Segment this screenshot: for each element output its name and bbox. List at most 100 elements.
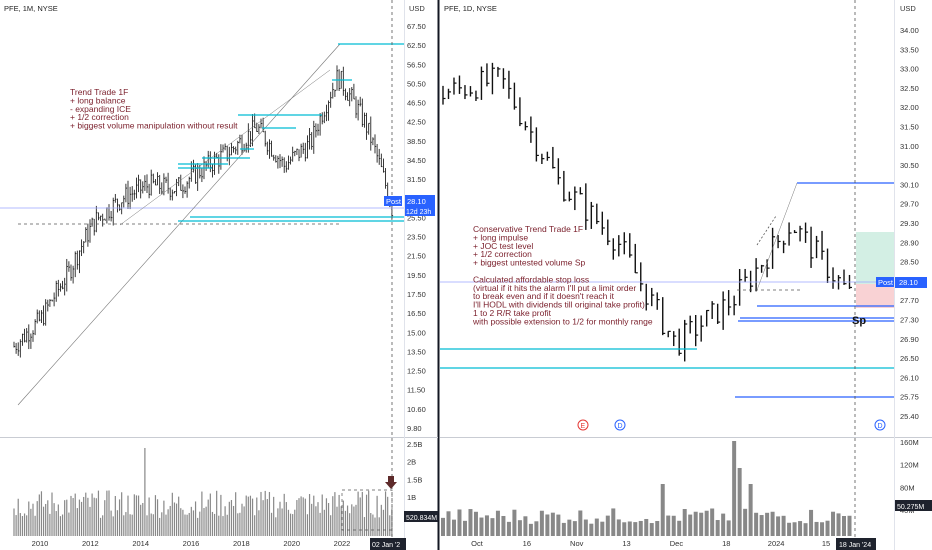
right-price-tick: 27.70 bbox=[900, 296, 919, 305]
right-volume-bar bbox=[737, 468, 742, 536]
left-volume-bar bbox=[338, 494, 340, 536]
left-volume-bar bbox=[199, 511, 201, 536]
left-post-badge bbox=[384, 196, 402, 206]
right-volume-bar bbox=[847, 515, 852, 536]
left-volume-bar bbox=[137, 495, 140, 536]
left-volume-bar bbox=[167, 509, 169, 536]
right-volume-bar bbox=[693, 511, 698, 536]
right-price-tick: 25.40 bbox=[900, 412, 919, 421]
left-volume-bar bbox=[289, 513, 292, 536]
annotation-line: I'll HODL with dividends till original t… bbox=[473, 300, 645, 310]
left-volume-bar bbox=[68, 512, 70, 536]
left-volume-bar bbox=[30, 508, 32, 536]
right-volume-bar bbox=[660, 484, 665, 536]
left-volume-bar bbox=[319, 512, 321, 536]
left-volume-bar bbox=[230, 500, 233, 536]
right-volume-bar bbox=[622, 522, 627, 536]
right-volume-bar bbox=[671, 515, 676, 536]
earnings-event-icon[interactable] bbox=[577, 419, 589, 431]
right-price-badge bbox=[895, 277, 927, 288]
left-volume-bar bbox=[209, 493, 211, 536]
right-volume-bar bbox=[495, 510, 500, 536]
dividend-event-icon[interactable] bbox=[614, 419, 626, 431]
right-time-tick: Nov bbox=[570, 539, 584, 548]
left-volume-bar bbox=[237, 513, 239, 536]
right-price-tick: 34.00 bbox=[900, 26, 919, 35]
left-volume-bar bbox=[129, 514, 131, 536]
left-volume-bar bbox=[175, 503, 178, 536]
left-trendline-2 bbox=[119, 69, 331, 226]
right-price-tick: 32.50 bbox=[900, 84, 919, 93]
left-price-tick: 11.50 bbox=[407, 386, 425, 395]
left-volume-bar bbox=[197, 517, 199, 536]
stop-loss-zone bbox=[856, 284, 894, 308]
left-volume-bar bbox=[275, 517, 277, 536]
annotation-line: 1 to 2 R/R take profit bbox=[473, 308, 552, 318]
left-volume-bar bbox=[28, 501, 30, 536]
right-volume-bar bbox=[556, 514, 561, 536]
left-volume-tick: 1B bbox=[407, 493, 416, 502]
right-volume-bar bbox=[820, 522, 825, 536]
left-volume-bar bbox=[102, 515, 104, 536]
left-title: PFE, 1M, NYSE bbox=[4, 4, 58, 13]
left-volume-bar bbox=[148, 497, 150, 536]
left-volume-bar bbox=[245, 495, 247, 536]
right-price-tick: 31.00 bbox=[900, 142, 919, 151]
left-price-tick: 19.50 bbox=[407, 271, 426, 280]
left-price-tick: 62.50 bbox=[407, 41, 426, 50]
right-volume-bar bbox=[710, 508, 715, 536]
left-volume-bar bbox=[91, 493, 93, 536]
annotation-line: + 1/2 correction bbox=[473, 249, 532, 259]
left-volume-bar bbox=[108, 490, 110, 536]
left-volume-bar bbox=[40, 491, 43, 536]
left-volume-bar bbox=[304, 498, 306, 536]
left-volume-bar bbox=[323, 509, 325, 536]
left-volume-bar bbox=[387, 496, 389, 536]
right-volume-bar bbox=[539, 510, 544, 536]
left-volume-bar bbox=[384, 491, 387, 536]
right-price-tick: 28.90 bbox=[900, 238, 919, 247]
right-volume-label: 50.275M bbox=[897, 504, 924, 511]
left-volume-bar bbox=[182, 509, 184, 536]
left-volume-bar bbox=[222, 516, 224, 536]
right-volume-bar bbox=[468, 509, 473, 536]
left-volume-bar bbox=[125, 512, 127, 536]
dividend-event-label: D bbox=[618, 423, 623, 430]
right-volume-bar bbox=[809, 509, 814, 536]
left-volume-bar bbox=[144, 448, 146, 536]
dividend-event-icon-2[interactable] bbox=[874, 419, 886, 431]
left-volume-bar bbox=[283, 493, 285, 536]
left-volume-bar bbox=[264, 490, 266, 536]
right-volume-bar bbox=[512, 509, 517, 536]
left-volume-bar bbox=[270, 512, 273, 536]
right-price-tick: 26.90 bbox=[900, 335, 919, 344]
left-volume-bar bbox=[36, 501, 38, 536]
left-price-tick: 42.50 bbox=[407, 118, 426, 127]
left-volume-bar bbox=[239, 512, 241, 536]
right-post-badge bbox=[876, 277, 894, 287]
left-volume-bar bbox=[361, 491, 363, 536]
right-candles bbox=[442, 62, 853, 362]
left-volume-bar bbox=[169, 505, 171, 536]
left-volume-bar bbox=[325, 498, 328, 536]
left-volume-bar bbox=[114, 495, 116, 536]
right-volume-bar bbox=[715, 520, 720, 536]
left-price-tick: 67.50 bbox=[407, 22, 426, 31]
left-volume-bar bbox=[104, 500, 106, 536]
left-volume-bar bbox=[330, 515, 332, 536]
right-time-tick: 16 bbox=[523, 539, 531, 548]
right-volume-bar bbox=[765, 512, 770, 536]
right-price-tick: 32.00 bbox=[900, 103, 919, 112]
left-volume-bar bbox=[154, 495, 157, 536]
left-volume-bar bbox=[346, 505, 349, 536]
right-volume-bar bbox=[726, 520, 731, 536]
left-price-label: 28.10 bbox=[407, 197, 426, 206]
left-volume-bar bbox=[47, 500, 49, 536]
annotation-line: Calculated affordable stop loss bbox=[473, 274, 589, 284]
left-volume-bar bbox=[216, 490, 218, 536]
left-volume-bar bbox=[258, 510, 260, 536]
right-price-tick: 26.50 bbox=[900, 354, 919, 363]
sp-label: Sp bbox=[852, 315, 866, 327]
right-volume-bar bbox=[545, 514, 550, 536]
